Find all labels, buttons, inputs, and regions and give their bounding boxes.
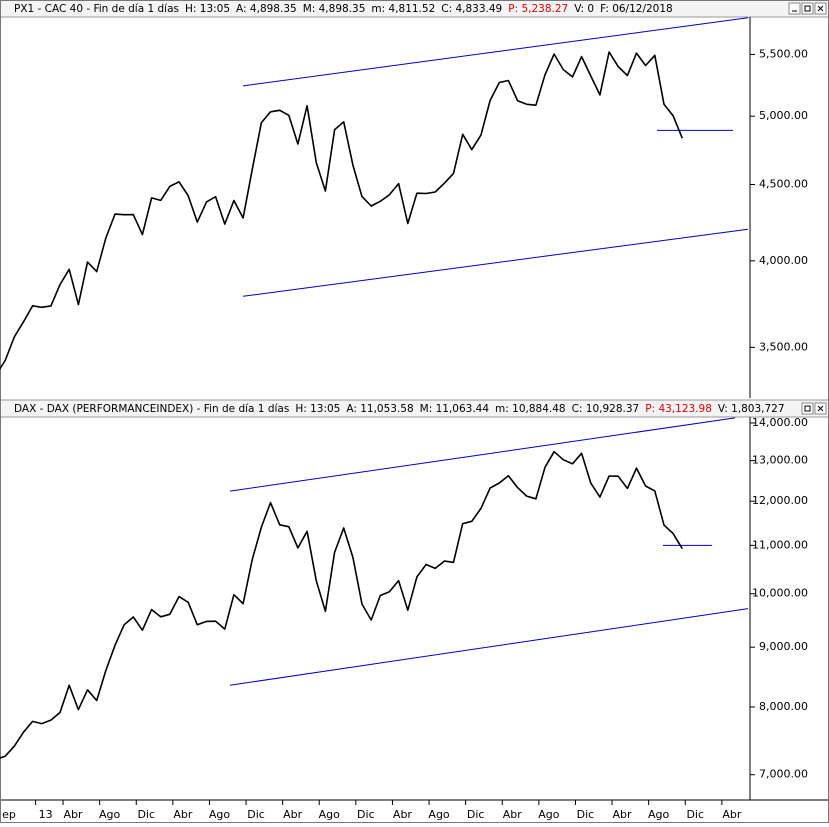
y-tick-label: 14,000.00 [752, 416, 808, 429]
pane-header [0, 0, 829, 18]
y-tick-label: 7,000.00 [759, 768, 808, 781]
header-item: m: 4,811.52 [371, 3, 435, 15]
x-tick-label: Dic [357, 808, 375, 821]
window-buttons[interactable] [788, 2, 827, 415]
y-tick-label: 11,000.00 [752, 538, 808, 551]
price-line [0, 450, 683, 759]
y-tick-label: 5,000.00 [759, 109, 808, 122]
x-tick-label: Abr [503, 808, 523, 821]
icon [804, 405, 811, 412]
price-line [0, 51, 684, 371]
header-item: M: 4,898.35 [303, 3, 366, 15]
header-item: P: 5,238.27 [508, 3, 568, 15]
header-item: V: 0 [574, 3, 594, 15]
y-tick-label: 3,500.00 [759, 340, 808, 353]
header-item: F: 06/12/2018 [600, 3, 673, 15]
maximize-button[interactable] [801, 402, 814, 415]
header-item: PX1 - CAC 40 - Fin de día 1 días [14, 3, 179, 15]
icon [804, 5, 811, 12]
y-tick-label: 5,500.00 [759, 47, 808, 60]
y-tick-label: 8,000.00 [759, 700, 808, 713]
x-tick-label: ep [2, 808, 16, 821]
header-item: A: 11,053.58 [346, 403, 413, 415]
header-item: m: 10,884.48 [495, 403, 566, 415]
x-tick-label: Ago [99, 808, 121, 821]
x-tick-label: Abr [173, 808, 193, 821]
header-item: H: 13:05 [185, 3, 230, 15]
x-tick-label: Ago [428, 808, 450, 821]
trendline [242, 17, 749, 87]
plot-area [0, 17, 749, 371]
y-tick-label: 10,000.00 [752, 587, 808, 600]
trendline [242, 228, 749, 297]
x-tick-label: 13 [39, 808, 53, 821]
trendline [229, 608, 749, 686]
x-tick-label: Dic [247, 808, 265, 821]
pane-header [0, 399, 829, 418]
icon [817, 405, 824, 412]
x-tick-label: Dic [137, 808, 155, 821]
header-item: H: 13:05 [295, 403, 340, 415]
y-tick-label: 13,000.00 [752, 454, 808, 467]
x-tick-label: Abr [613, 808, 633, 821]
header-item: C: 4,833.49 [441, 3, 502, 15]
x-tick-label: Abr [722, 808, 742, 821]
icon [817, 5, 824, 12]
x-tick-label: Ago [538, 808, 560, 821]
header-item: A: 4,898.35 [236, 3, 297, 15]
x-tick-label: Dic [467, 808, 485, 821]
x-tick-label: Abr [283, 808, 303, 821]
y-tick-label: 12,000.00 [752, 494, 808, 507]
pane-header-text: DAX - DAX (PERFORMANCEINDEX) - Fin de dí… [14, 403, 785, 415]
header-item: C: 10,928.37 [572, 403, 640, 415]
y-tick-label: 4,000.00 [759, 254, 808, 267]
x-tick-label: Ago [648, 808, 670, 821]
x-tick-label: Abr [393, 808, 413, 821]
x-tick-label: Ago [319, 808, 341, 821]
x-tick-label: Abr [64, 808, 84, 821]
x-tick-label: Ago [209, 808, 231, 821]
y-tick-label: 4,500.00 [759, 177, 808, 190]
maximize-button[interactable] [801, 2, 814, 15]
header-item: V: 1,803,727 [718, 403, 785, 415]
trendline [229, 417, 736, 492]
header-item: DAX - DAX (PERFORMANCEINDEX) - Fin de dí… [14, 403, 289, 415]
pane-header-text: PX1 - CAC 40 - Fin de día 1 días H: 13:05… [14, 3, 673, 15]
x-tick-label: Dic [686, 808, 704, 821]
header-item: M: 11,063.44 [420, 403, 490, 415]
plot-area [0, 417, 749, 759]
x-tick-label: Dic [577, 808, 595, 821]
header-item: P: 43,123.98 [645, 403, 712, 415]
minimize-button[interactable] [788, 2, 801, 15]
y-tick-label: 9,000.00 [759, 640, 808, 653]
